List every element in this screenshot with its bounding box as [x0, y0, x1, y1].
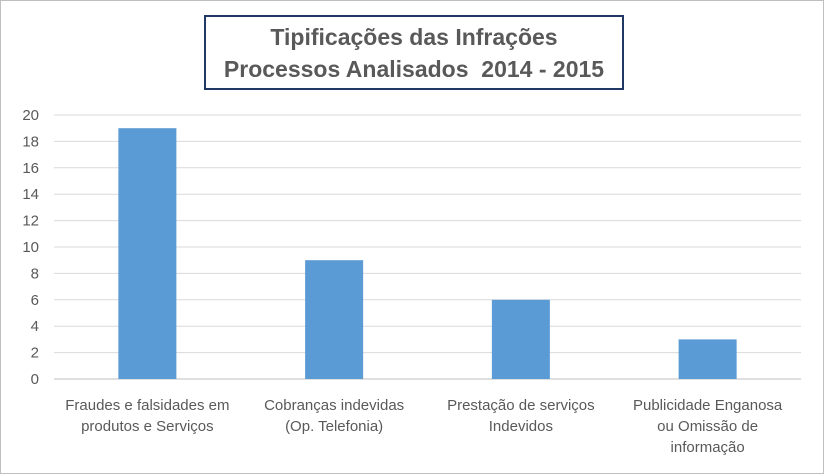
y-tick-label: 6 — [31, 292, 39, 309]
x-category-label-line: ou Omissão de — [657, 418, 758, 435]
x-category-label-line: Prestação de serviços — [447, 397, 595, 414]
chart-title-line-2: Processos Analisados 2014 - 2015 — [223, 55, 605, 82]
bar — [491, 299, 550, 379]
y-tick-label: 18 — [22, 133, 39, 150]
x-category-label-line: (Op. Telefonia) — [285, 418, 383, 435]
chart-title-line-1: Tipificações das Infrações — [270, 23, 558, 50]
y-tick-label: 10 — [22, 239, 39, 256]
x-category-label: Prestação de serviços Indevidos — [447, 397, 595, 435]
bar — [118, 128, 177, 379]
x-category-label-line: Cobranças indevidas — [264, 397, 404, 414]
y-tick-label: 4 — [31, 318, 39, 335]
x-category-label-line: Publicidade Enganosa — [633, 397, 783, 414]
y-tick-label: 16 — [22, 160, 39, 177]
y-tick-label: 8 — [31, 265, 39, 282]
x-category-label-line: produtos e Serviços — [81, 418, 214, 435]
x-category-label-line: Fraudes e falsidades em — [65, 397, 229, 414]
x-category-label: Cobranças indevidas (Op. Telefonia) — [264, 397, 404, 435]
y-tick-label: 12 — [22, 213, 39, 230]
x-category-label-line: Indevidos — [489, 418, 553, 435]
y-tick-label: 2 — [31, 345, 39, 362]
y-tick-label: 20 — [22, 107, 39, 124]
y-tick-label: 14 — [22, 186, 39, 203]
y-tick-label: 0 — [31, 371, 39, 388]
bar — [678, 339, 737, 379]
x-category-label: Fraudes e falsidades em produtos e Serviç… — [65, 397, 229, 435]
chart-title: Tipificações das Infrações Processos Ana… — [204, 15, 624, 90]
x-category-label-line: informação — [671, 439, 745, 456]
x-category-label: Publicidade Enganosa ou Omissão de informa… — [633, 397, 783, 456]
bar — [305, 260, 364, 379]
